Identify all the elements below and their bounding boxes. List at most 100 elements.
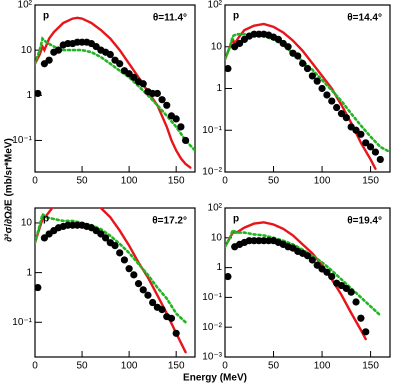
x-tick-label: 150 — [168, 361, 185, 372]
particle-label: p — [233, 11, 239, 22]
plot-frame — [34, 207, 196, 358]
data-point — [54, 46, 63, 54]
angle-label: θ=19.4° — [347, 216, 382, 227]
plot-area — [225, 22, 390, 170]
data-point — [235, 39, 244, 48]
data-point — [144, 291, 152, 299]
data-point — [357, 130, 365, 138]
data-point — [177, 123, 185, 131]
model-curve-dotted — [35, 211, 187, 324]
data-point — [362, 328, 370, 336]
data-point — [167, 314, 176, 322]
angle-label: θ=14.4° — [347, 13, 382, 24]
data-point — [97, 230, 105, 238]
data-point — [116, 249, 124, 257]
data-point — [106, 50, 114, 59]
data-point — [333, 103, 341, 112]
x-tick-label: 50 — [76, 176, 88, 187]
data-point — [158, 96, 166, 104]
data-point — [371, 148, 380, 156]
angle-label: θ=17.2° — [152, 216, 187, 227]
data-point — [342, 114, 350, 122]
data-point — [172, 329, 180, 337]
data-point — [45, 56, 53, 64]
data-point — [172, 115, 180, 123]
model-curve — [35, 16, 192, 169]
x-tick-label: 0 — [222, 361, 228, 372]
data-point — [303, 252, 312, 260]
data-point — [362, 139, 370, 147]
y-tick-label: 1 — [216, 262, 222, 273]
y-tick-label: 10⁻² — [202, 322, 222, 333]
y-tick-label: 1 — [26, 267, 32, 278]
data-point — [134, 280, 143, 288]
data-point — [303, 64, 312, 73]
data-point — [318, 84, 326, 93]
data-point — [328, 272, 336, 281]
particle-label: p — [233, 214, 239, 225]
data-point — [274, 35, 282, 43]
x-tick-label: 150 — [168, 176, 185, 187]
x-tick-label: 100 — [314, 176, 331, 187]
x-tick-label: 0 — [222, 176, 228, 187]
x-tick-label: 150 — [362, 361, 379, 372]
data-point — [323, 91, 331, 99]
y-tick-label: 1 — [216, 83, 222, 94]
data-point — [299, 59, 307, 67]
data-point — [284, 43, 292, 51]
data-point — [337, 110, 346, 118]
data-point — [101, 234, 110, 242]
x-tick-label: 100 — [314, 361, 331, 372]
y-tick-label: 10⁻¹ — [12, 135, 32, 146]
y-tick-label: 10 — [21, 45, 33, 56]
data-point — [163, 101, 171, 109]
data-point — [225, 64, 232, 73]
data-point — [342, 284, 350, 293]
y-tick-label: 10⁻¹ — [12, 317, 32, 328]
data-point — [125, 265, 133, 273]
data-point — [181, 136, 190, 145]
data-point — [352, 298, 360, 306]
plot-frame — [34, 4, 196, 173]
data-point — [40, 234, 49, 242]
model-curve-dotted — [35, 36, 195, 152]
y-tick-label: 1 — [26, 90, 32, 101]
plot-area — [35, 208, 187, 354]
data-point — [323, 268, 331, 276]
data-point — [120, 256, 129, 264]
x-tick-label: 100 — [121, 176, 138, 187]
x-tick-label: 0 — [32, 361, 38, 372]
data-point — [357, 314, 365, 322]
x-tick-label: 50 — [268, 361, 280, 372]
x-tick-label: 50 — [76, 361, 88, 372]
y-tick-label: 10⁻² — [202, 167, 222, 178]
x-tick-label: 50 — [268, 176, 280, 187]
data-point — [225, 272, 232, 281]
data-point — [376, 155, 384, 164]
data-point — [35, 89, 42, 98]
data-point — [139, 286, 147, 294]
y-tick-label: 10⁻¹ — [202, 125, 222, 136]
y-tick-label: 10 — [21, 218, 33, 229]
data-point — [366, 143, 375, 151]
particle-label: p — [43, 214, 49, 225]
data-point — [130, 73, 138, 81]
angle-label: θ=11.4° — [153, 13, 187, 24]
plot-area — [225, 221, 382, 341]
plot-frame — [224, 4, 391, 173]
data-point — [308, 72, 316, 80]
data-point — [116, 60, 124, 68]
data-point — [35, 283, 42, 292]
y-tick-label: 10² — [208, 0, 223, 11]
data-point — [313, 77, 321, 85]
model-curve-dotted — [225, 228, 382, 317]
plot-area — [35, 16, 195, 169]
data-point — [313, 261, 321, 269]
x-tick-label: 100 — [121, 361, 138, 372]
model-curve — [225, 22, 377, 170]
data-point — [153, 89, 161, 98]
data-point — [139, 80, 147, 88]
model-curve — [35, 208, 187, 354]
plot-frame — [224, 207, 391, 358]
